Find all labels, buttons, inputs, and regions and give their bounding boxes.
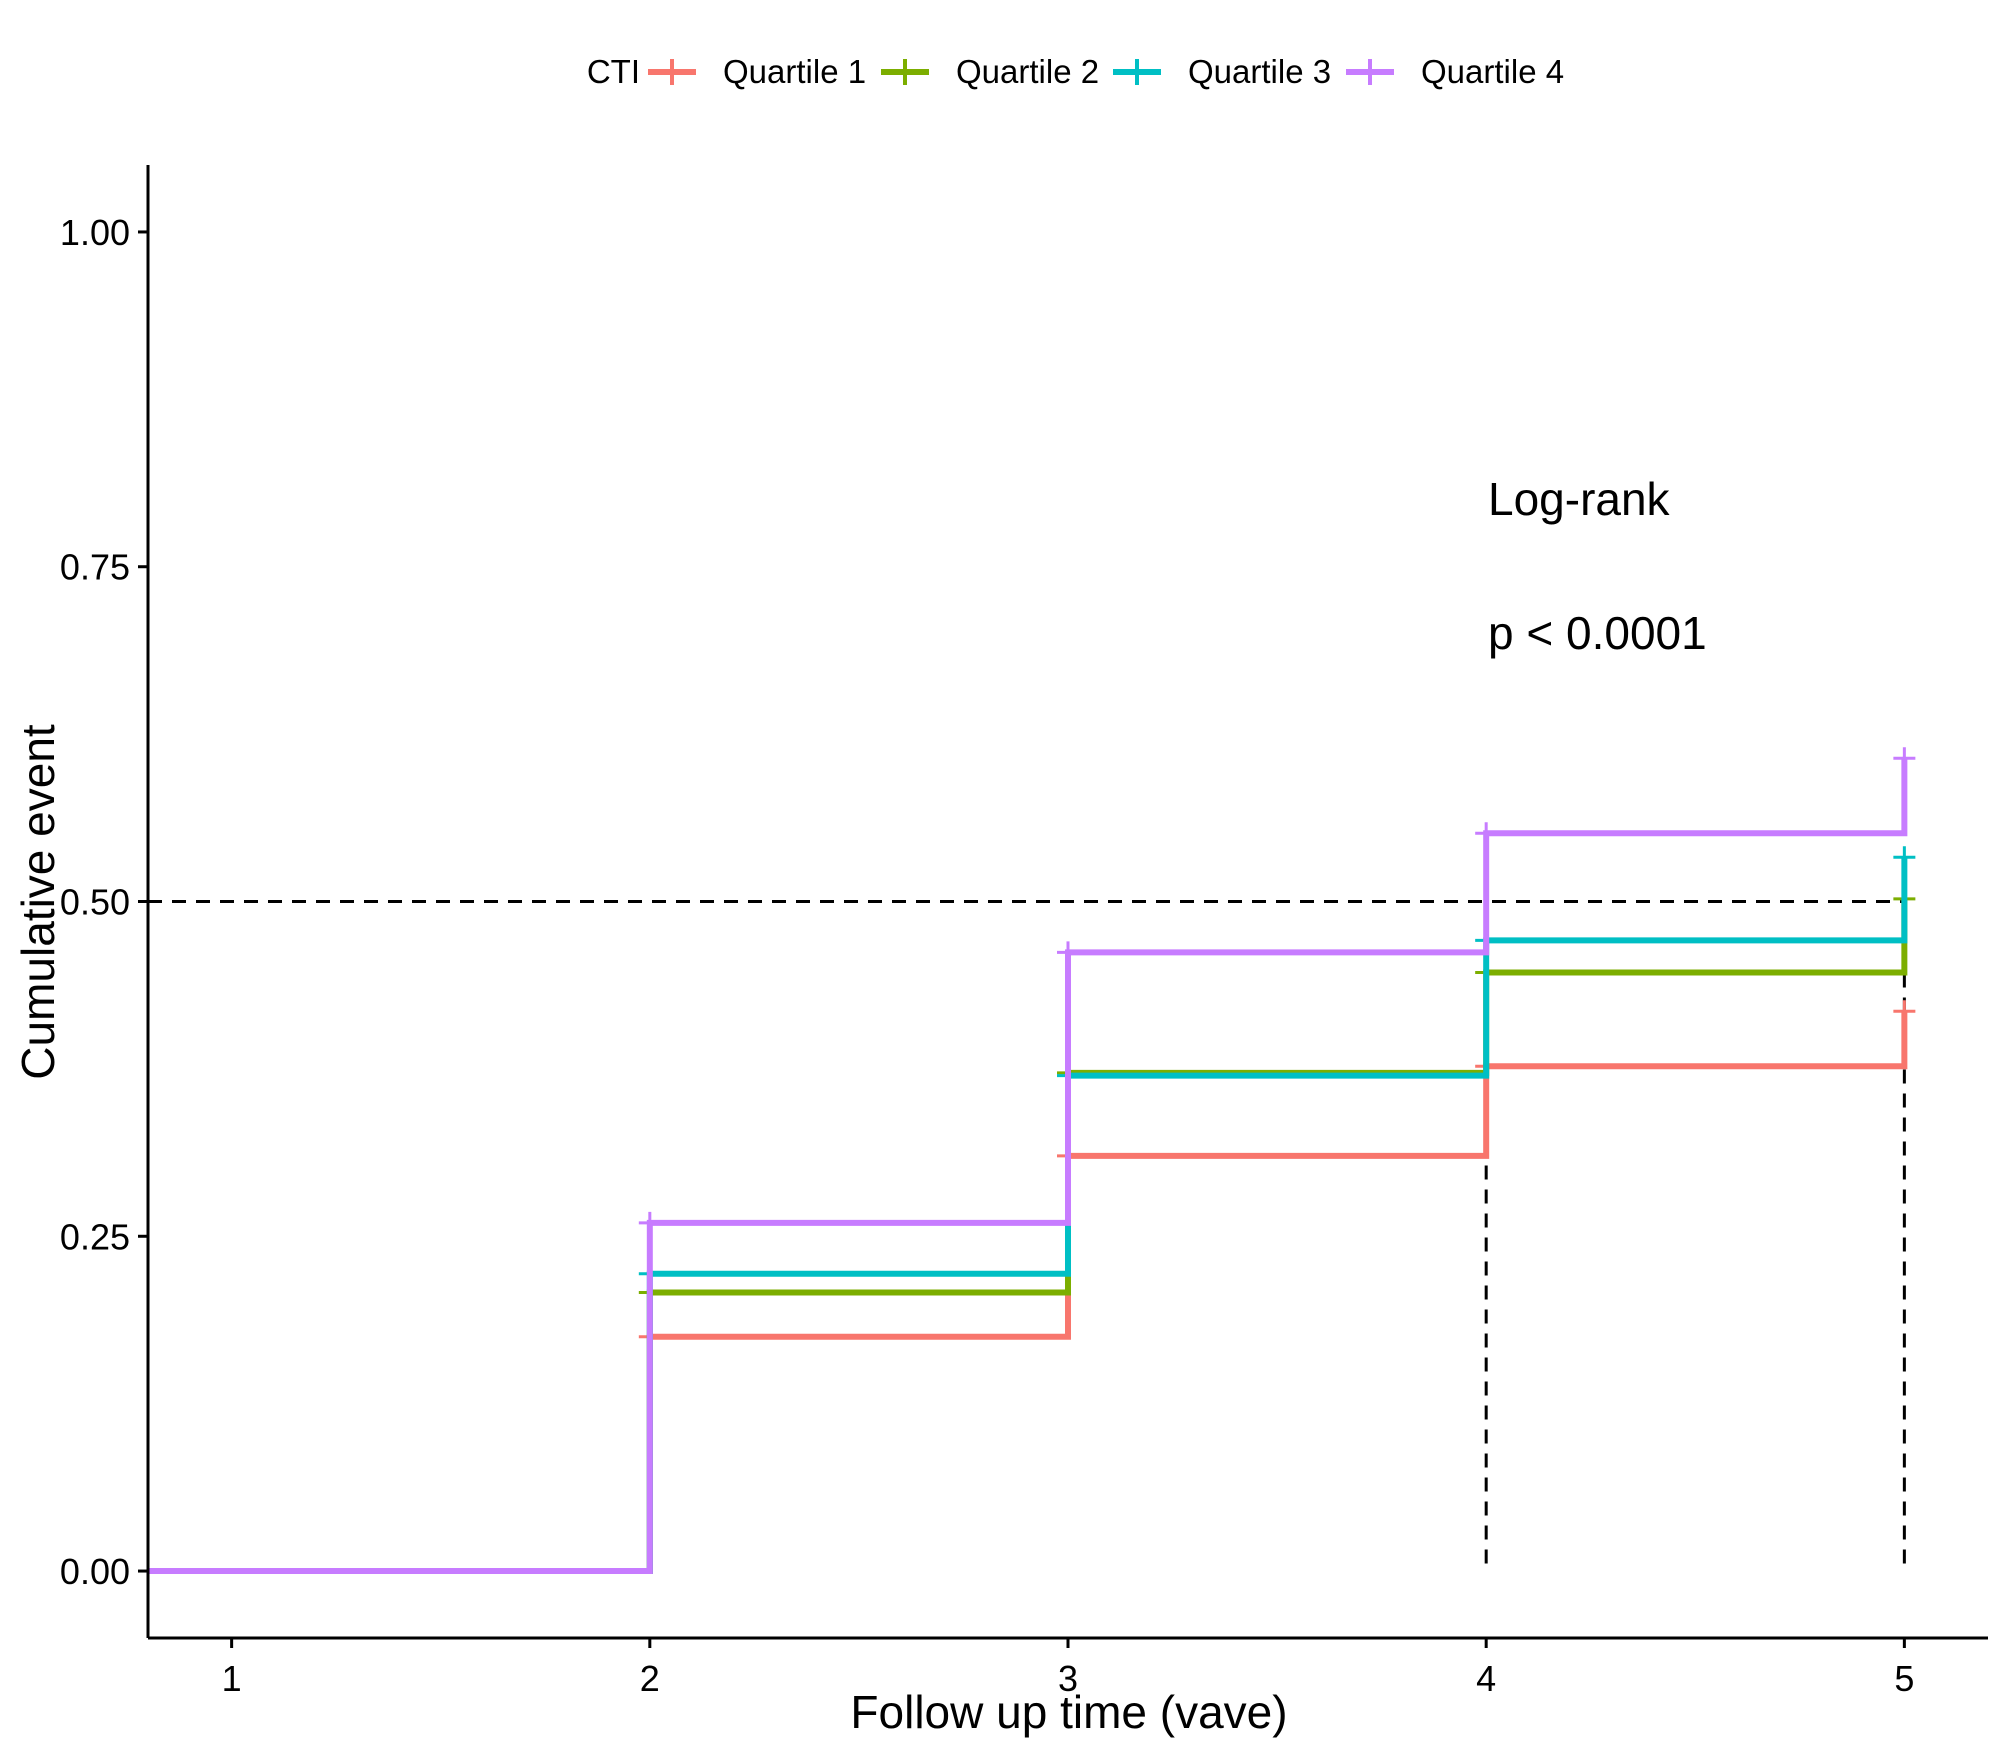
x-tick-label: 3	[1058, 1658, 1078, 1699]
legend-label-quartile-3: Quartile 3	[1188, 53, 1331, 90]
series-line-quartile-2	[148, 898, 1908, 1575]
y-tick-label: 0.50	[60, 882, 130, 923]
censor-mark-quartile-4-2	[1057, 941, 1079, 964]
x-tick-label: 2	[640, 1658, 660, 1699]
series-layer	[148, 747, 1916, 1575]
annotation-line-1: Log-rank	[1488, 473, 1671, 525]
y-axis-title: Cumulative event	[12, 724, 64, 1080]
censor-mark-quartile-4-1	[638, 1211, 661, 1234]
series-line-quartile-3	[148, 857, 1908, 1575]
reference-lines	[148, 900, 1906, 1572]
y-tick-label: 0.25	[60, 1216, 130, 1257]
y-tick-label: 0.00	[60, 1551, 130, 1592]
legend-label-quartile-1: Quartile 1	[723, 53, 866, 90]
annotation-line-2: p < 0.0001	[1488, 607, 1707, 659]
censor-mark-quartile-4-4	[1893, 747, 1916, 770]
axes: 0.00 0.25 0.50 0.75 1.00 1 2 3 4 5	[60, 165, 1988, 1699]
log-rank-annotation: Log-rank p < 0.0001	[1488, 473, 1707, 659]
legend-label-quartile-2: Quartile 2	[956, 53, 1099, 90]
x-tick-label: 4	[1476, 1658, 1496, 1699]
censor-mark-quartile-3-4	[1893, 846, 1916, 869]
legend-title: CTI	[587, 53, 640, 90]
series-line-quartile-4	[148, 758, 1908, 1575]
y-tick-label: 0.75	[60, 547, 130, 588]
y-tick-label: 1.00	[60, 212, 130, 253]
censor-mark-quartile-1-4	[1893, 1000, 1916, 1023]
legend: CTI Quartile 1 Quartile 2 Quartile 3 Quarti…	[587, 53, 1564, 90]
censor-mark-quartile-4-3	[1475, 822, 1498, 845]
x-tick-label: 1	[222, 1658, 242, 1699]
x-tick-label: 5	[1894, 1658, 1914, 1699]
x-axis-title: Follow up time (vave)	[850, 1686, 1287, 1738]
legend-label-quartile-4: Quartile 4	[1421, 53, 1564, 90]
